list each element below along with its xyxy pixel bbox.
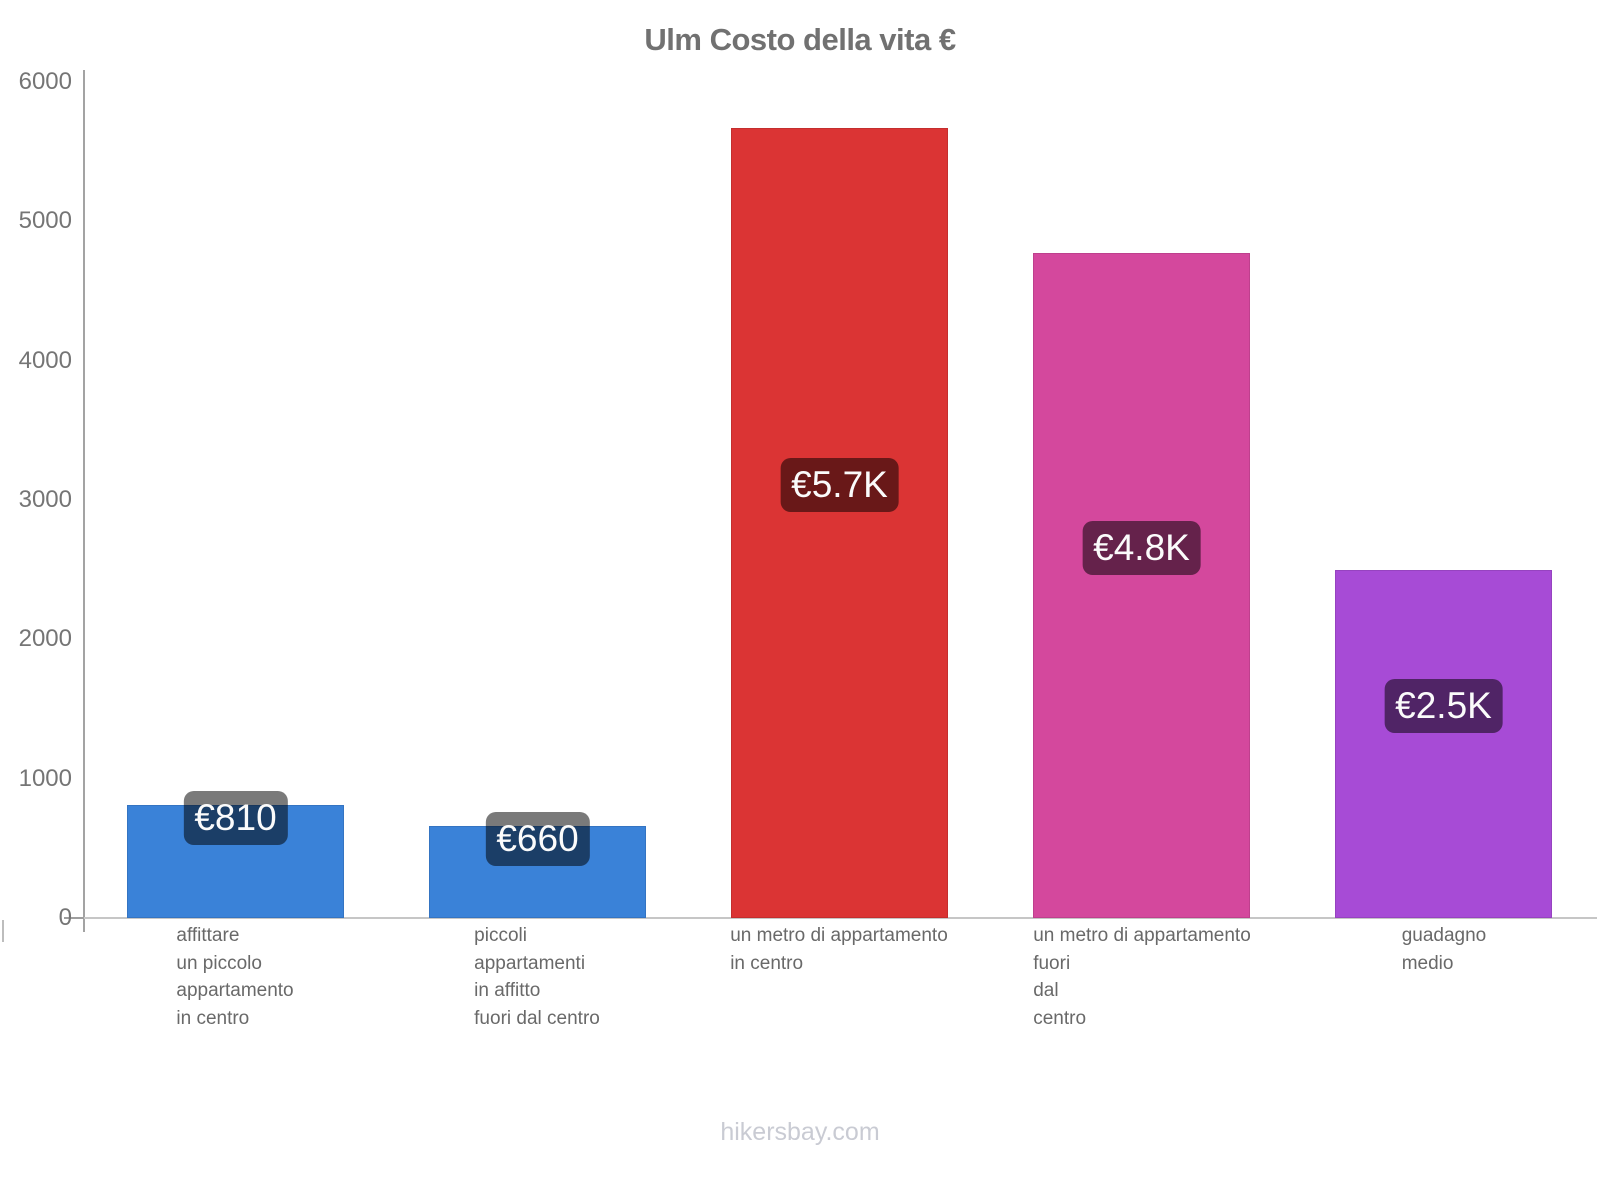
category-label-1: affittare un piccolo appartamento in centro — [84, 922, 386, 1032]
bar-value-label: €810 — [183, 791, 288, 845]
chart-title: Ulm Costo della vita € — [644, 22, 956, 57]
y-axis-zero-tick — [64, 917, 84, 919]
y-axis-tick-label: 0 — [58, 904, 72, 931]
y-axis-tick-label: 5000 — [18, 207, 72, 235]
y-axis-tick-label: 3000 — [18, 486, 72, 513]
bar-5[interactable] — [1335, 570, 1552, 918]
footer-watermark: hikersbay.com — [720, 1118, 880, 1146]
y-axis-tick-label: 2000 — [18, 625, 72, 653]
bar-4[interactable] — [1033, 253, 1250, 918]
category-label-5: guadagno medio — [1293, 922, 1595, 977]
bar-value-label: €5.7K — [780, 458, 899, 512]
y-axis-tick-label: 6000 — [18, 68, 72, 95]
bar-3[interactable] — [731, 128, 948, 918]
category-label-3: un metro di appartamento in centro — [688, 922, 990, 977]
category-label-text: piccoli appartamenti in affitto fuori dal c… — [474, 925, 600, 1029]
bar-value-label: €660 — [485, 812, 590, 866]
category-label-text: un metro di appartamento in centro — [730, 925, 948, 974]
y-axis-line — [83, 70, 85, 932]
category-label-2: piccoli appartamenti in affitto fuori dal c… — [386, 922, 688, 1032]
y-axis-tick-label: 1000 — [18, 764, 72, 792]
bar-value-label: €2.5K — [1384, 679, 1503, 733]
y-axis-tick-label: 4000 — [18, 346, 72, 374]
category-label-text: un metro di appartamento fuori dal centro — [1033, 925, 1251, 1029]
x-axis-corner-tick — [2, 920, 4, 942]
category-label-text: guadagno medio — [1401, 925, 1487, 974]
x-axis-baseline — [84, 917, 1597, 919]
category-label-text: affittare un piccolo appartamento in centro — [176, 925, 294, 1029]
category-label-4: un metro di appartamento fuori dal centro — [991, 922, 1293, 1032]
bar-value-label: €4.8K — [1082, 520, 1201, 575]
